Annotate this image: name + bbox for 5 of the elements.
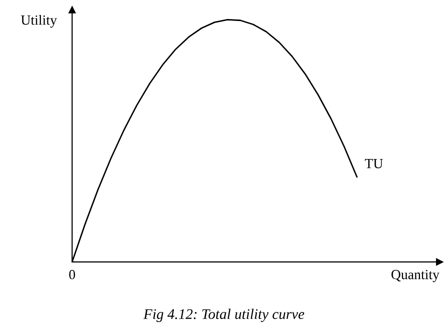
x-axis-title: Quantity [391,270,440,282]
text: 0 [69,270,76,280]
series-label: TU [364,159,383,168]
y-axis-title: Utility [20,15,57,28]
text: Fig 4.12: Total utility curve [143,308,304,322]
